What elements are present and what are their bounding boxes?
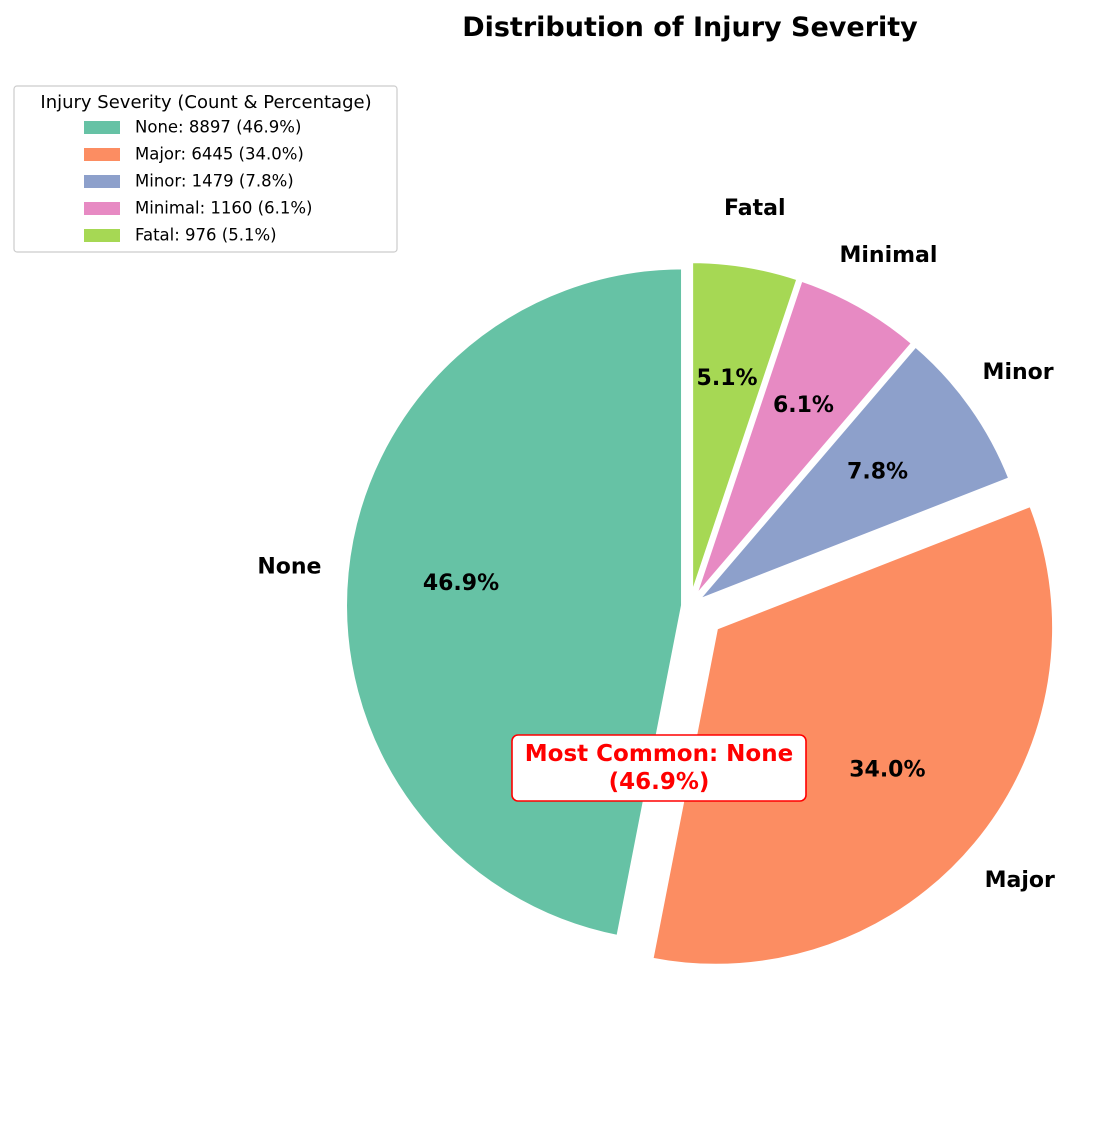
annotation-line-2: (46.9%) <box>609 769 710 795</box>
annotation-line-1: Most Common: None <box>525 741 793 767</box>
annotation-box <box>511 734 807 802</box>
percent-label-minimal: 6.1% <box>773 393 834 418</box>
pie-slice-minor <box>694 342 1014 604</box>
pie-slice-major <box>649 502 1057 968</box>
percent-label-fatal: 5.1% <box>697 366 758 391</box>
legend-label-major: Major: 6445 (34.0%) <box>135 145 304 164</box>
legend-label-minimal: Minimal: 1160 (6.1%) <box>135 199 312 218</box>
legend-swatch-minimal <box>84 202 120 215</box>
pie-slice-fatal <box>689 259 802 600</box>
legend-label-minor: Minor: 1479 (7.8%) <box>135 172 294 191</box>
pie-slice-minimal <box>691 276 917 602</box>
percent-label-major: 34.0% <box>849 758 925 783</box>
legend-swatch-fatal <box>84 229 120 242</box>
legend-swatch-none <box>84 121 120 134</box>
pie-slice-none <box>343 265 686 940</box>
slice-label-minimal: Minimal <box>840 243 938 268</box>
pie-slices <box>343 259 1057 968</box>
most-common-annotation: Most Common: None (46.9%) <box>511 734 807 802</box>
slice-labels: None Major Minor Minimal Fatal <box>257 196 1055 893</box>
legend-title: Injury Severity (Count & Percentage) <box>40 92 371 113</box>
slice-label-major: Major <box>985 868 1055 893</box>
legend-swatch-minor <box>84 175 120 188</box>
percent-labels: 46.9% 34.0% 7.8% 6.1% 5.1% <box>423 366 926 783</box>
percent-label-minor: 7.8% <box>847 460 908 485</box>
legend-swatch-major <box>84 148 120 161</box>
slice-label-none: None <box>257 554 321 579</box>
percent-label-none: 46.9% <box>423 571 499 596</box>
chart-title: Distribution of Injury Severity <box>462 12 918 43</box>
legend-entries: None: 8897 (46.9%) Major: 6445 (34.0%) Min… <box>84 118 312 245</box>
slice-label-fatal: Fatal <box>724 196 786 221</box>
legend: Injury Severity (Count & Percentage) Non… <box>13 85 398 253</box>
slice-label-minor: Minor <box>983 360 1054 385</box>
legend-label-none: None: 8897 (46.9%) <box>135 118 301 137</box>
legend-label-fatal: Fatal: 976 (5.1%) <box>135 226 277 245</box>
